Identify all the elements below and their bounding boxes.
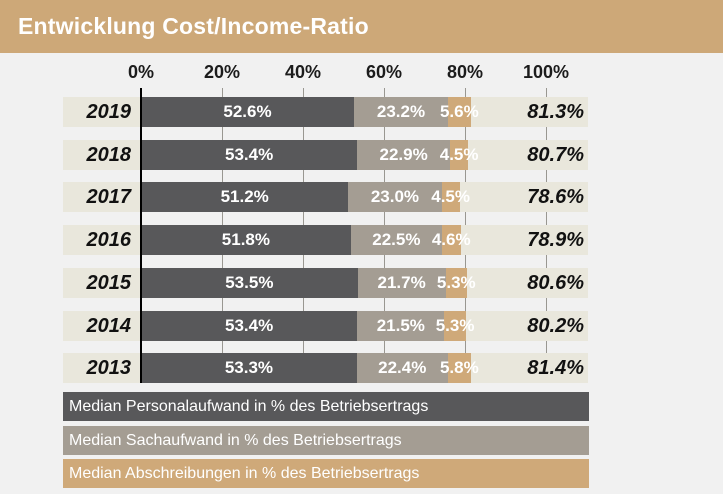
bar-segment-abschreibungen: 4.5%: [440, 140, 478, 170]
year-label: 2013: [86, 357, 132, 379]
bar-value-label: 5.3%: [436, 273, 476, 292]
bar-value-label: 4.6%: [431, 230, 471, 249]
bar-segment-personalaufwand: 53.5%: [141, 268, 358, 298]
bar-value-label: 23.0%: [370, 187, 420, 206]
bar-segment-sachaufwand: 22.4%: [356, 353, 448, 383]
year-label: 2016: [86, 229, 132, 251]
total-label: 78.6%: [527, 186, 584, 208]
bar-value-label: 5.3%: [435, 316, 475, 335]
bar-value-label: 53.4%: [225, 316, 274, 335]
bar-segment-personalaufwand: 53.4%: [141, 311, 358, 341]
axis-tick-label: 20%: [203, 62, 241, 82]
bar-segment-personalaufwand: 53.3%: [141, 353, 357, 383]
bar-value-label: 51.2%: [220, 187, 269, 206]
bar-segment-sachaufwand: 21.5%: [357, 311, 445, 341]
bar-segment-abschreibungen: 5.3%: [436, 311, 474, 341]
total-label: 80.2%: [527, 315, 584, 337]
bar-segment-sachaufwand: 22.9%: [357, 140, 450, 170]
bar-segment-abschreibungen: 5.3%: [437, 268, 476, 298]
bar-value-label: 22.5%: [372, 230, 421, 249]
bar-segment-sachaufwand: 22.5%: [350, 225, 442, 255]
axis-tick-label: 100%: [522, 62, 570, 82]
bar-value-label: 23.2%: [376, 102, 426, 121]
bar-value-label: 53.4%: [225, 145, 274, 164]
total-label: 81.4%: [527, 357, 584, 379]
bar-value-label: 51.8%: [221, 230, 270, 249]
bar-value-label: 5.8%: [439, 358, 479, 377]
total-label: 81.3%: [527, 101, 584, 123]
year-label: 2019: [86, 101, 132, 123]
bar-value-label: 4.5%: [431, 187, 470, 206]
year-label: 2017: [86, 186, 132, 208]
year-label: 2015: [86, 272, 132, 294]
bar-segment-personalaufwand: 51.2%: [141, 182, 349, 212]
bar-value-label: 21.7%: [377, 273, 426, 292]
axis-tick-label: 80%: [446, 62, 484, 82]
bar-value-label: 53.3%: [224, 358, 274, 377]
bar-value-label: 52.6%: [223, 102, 272, 121]
legend-item-abschreibungen: Median Abschreibungen in % des Betriebse…: [63, 459, 589, 488]
bar-value-label: 22.4%: [378, 358, 427, 377]
bar-segment-sachaufwand: 23.0%: [348, 182, 442, 212]
axis-tick-label: 60%: [365, 62, 403, 82]
bar-value-label: 53.5%: [225, 273, 274, 292]
bar-segment-sachaufwand: 23.2%: [354, 97, 448, 127]
legend-item-personalaufwand: Median Personalaufwand in % des Betriebs…: [63, 392, 589, 421]
total-label: 80.6%: [527, 272, 584, 294]
bar-segment-personalaufwand: 52.6%: [141, 97, 355, 127]
axis-zero-line: [140, 88, 142, 383]
bar-segment-abschreibungen: 4.5%: [431, 182, 470, 212]
bar-value-label: 5.6%: [439, 102, 479, 121]
bar-segment-abschreibungen: 4.6%: [432, 225, 471, 255]
bar-segment-personalaufwand: 53.4%: [141, 140, 358, 170]
page-title: Entwicklung Cost/Income-Ratio: [18, 13, 369, 39]
bar-value-label: 21.5%: [376, 316, 425, 335]
bar-segment-sachaufwand: 21.7%: [357, 268, 446, 298]
bar-value-label: 4.5%: [439, 145, 479, 164]
total-label: 78.9%: [527, 229, 584, 251]
total-label: 80.7%: [527, 144, 584, 166]
bar-value-label: 22.9%: [379, 145, 428, 164]
year-label: 2014: [86, 315, 132, 337]
legend-item-sachaufwand: Median Sachaufwand in % des Betriebsertr…: [63, 426, 589, 455]
bar-segment-abschreibungen: 5.6%: [440, 97, 479, 127]
axis-tick-label: 40%: [284, 62, 322, 82]
year-label: 2018: [86, 144, 132, 166]
bar-segment-abschreibungen: 5.8%: [440, 353, 479, 383]
bar-segment-personalaufwand: 51.8%: [141, 225, 351, 255]
title-bar: Entwicklung Cost/Income-Ratio: [0, 0, 723, 53]
axis-tick-label: 0%: [127, 62, 154, 82]
